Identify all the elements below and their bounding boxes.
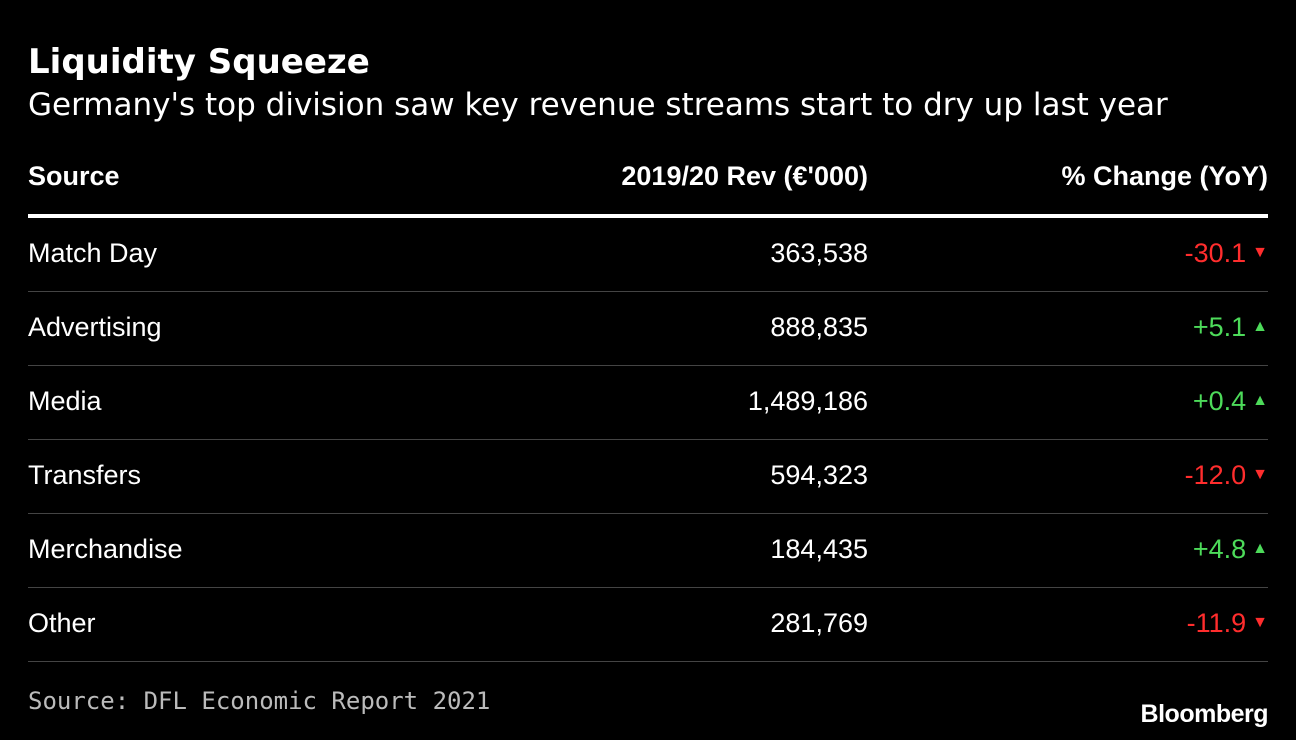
cell-revenue: 184,435	[770, 534, 868, 564]
cell-source: Transfers	[28, 460, 142, 490]
header-revenue: 2019/20 Rev (€'000)	[621, 161, 868, 191]
source-note: Source: DFL Economic Report 2021	[28, 687, 491, 715]
cell-change: +4.8 ▲	[1193, 514, 1268, 587]
cell-change: -11.9 ▼	[1187, 588, 1268, 661]
cell-source: Media	[28, 386, 102, 416]
down-triangle-icon: ▼	[1252, 613, 1268, 631]
change-value: +5.1	[1192, 312, 1247, 342]
table-row: Other 281,769 -11.9 ▼	[28, 588, 1268, 662]
bloomberg-logo: Bloomberg	[1140, 700, 1269, 728]
cell-source: Advertising	[28, 312, 162, 342]
table-body: Match Day 363,538 -30.1 ▼ Advertising 888,835…	[28, 218, 1268, 662]
chart-title: Liquidity Squeeze	[28, 42, 370, 82]
cell-revenue: 363,538	[770, 238, 868, 268]
table-row: Match Day 363,538 -30.1 ▼	[28, 218, 1268, 292]
cell-revenue: 888,835	[770, 312, 868, 342]
cell-source: Merchandise	[28, 534, 183, 564]
cell-revenue: 594,323	[770, 460, 868, 490]
table-row: Transfers 594,323 -12.0 ▼	[28, 440, 1268, 514]
revenue-table: Source 2019/20 Rev (€'000) % Change (YoY…	[28, 150, 1268, 662]
cell-revenue: 1,489,186	[747, 386, 868, 416]
change-value: +0.4	[1192, 386, 1247, 416]
cell-change: -12.0 ▼	[1185, 440, 1268, 513]
table-header: Source 2019/20 Rev (€'000) % Change (YoY…	[28, 150, 1268, 218]
chart-subtitle: Germany's top division saw key revenue s…	[28, 87, 1168, 123]
header-source: Source	[28, 161, 120, 191]
cell-source: Match Day	[28, 238, 158, 268]
down-triangle-icon: ▼	[1252, 465, 1268, 483]
cell-change: -30.1 ▼	[1185, 218, 1268, 291]
cell-change: +5.1 ▲	[1193, 292, 1268, 365]
down-triangle-icon: ▼	[1252, 243, 1268, 261]
cell-change: +0.4 ▲	[1193, 366, 1268, 439]
table-row: Advertising 888,835 +5.1 ▲	[28, 292, 1268, 366]
table-row: Media 1,489,186 +0.4 ▲	[28, 366, 1268, 440]
up-triangle-icon: ▲	[1252, 391, 1268, 409]
header-change: % Change (YoY)	[1061, 161, 1268, 191]
up-triangle-icon: ▲	[1252, 317, 1268, 335]
table-row: Merchandise 184,435 +4.8 ▲	[28, 514, 1268, 588]
change-value: -30.1	[1184, 238, 1247, 268]
change-value: -12.0	[1184, 460, 1247, 490]
cell-revenue: 281,769	[770, 608, 868, 638]
change-value: -11.9	[1186, 608, 1247, 638]
cell-source: Other	[28, 608, 96, 638]
change-value: +4.8	[1192, 534, 1247, 564]
up-triangle-icon: ▲	[1252, 539, 1268, 557]
